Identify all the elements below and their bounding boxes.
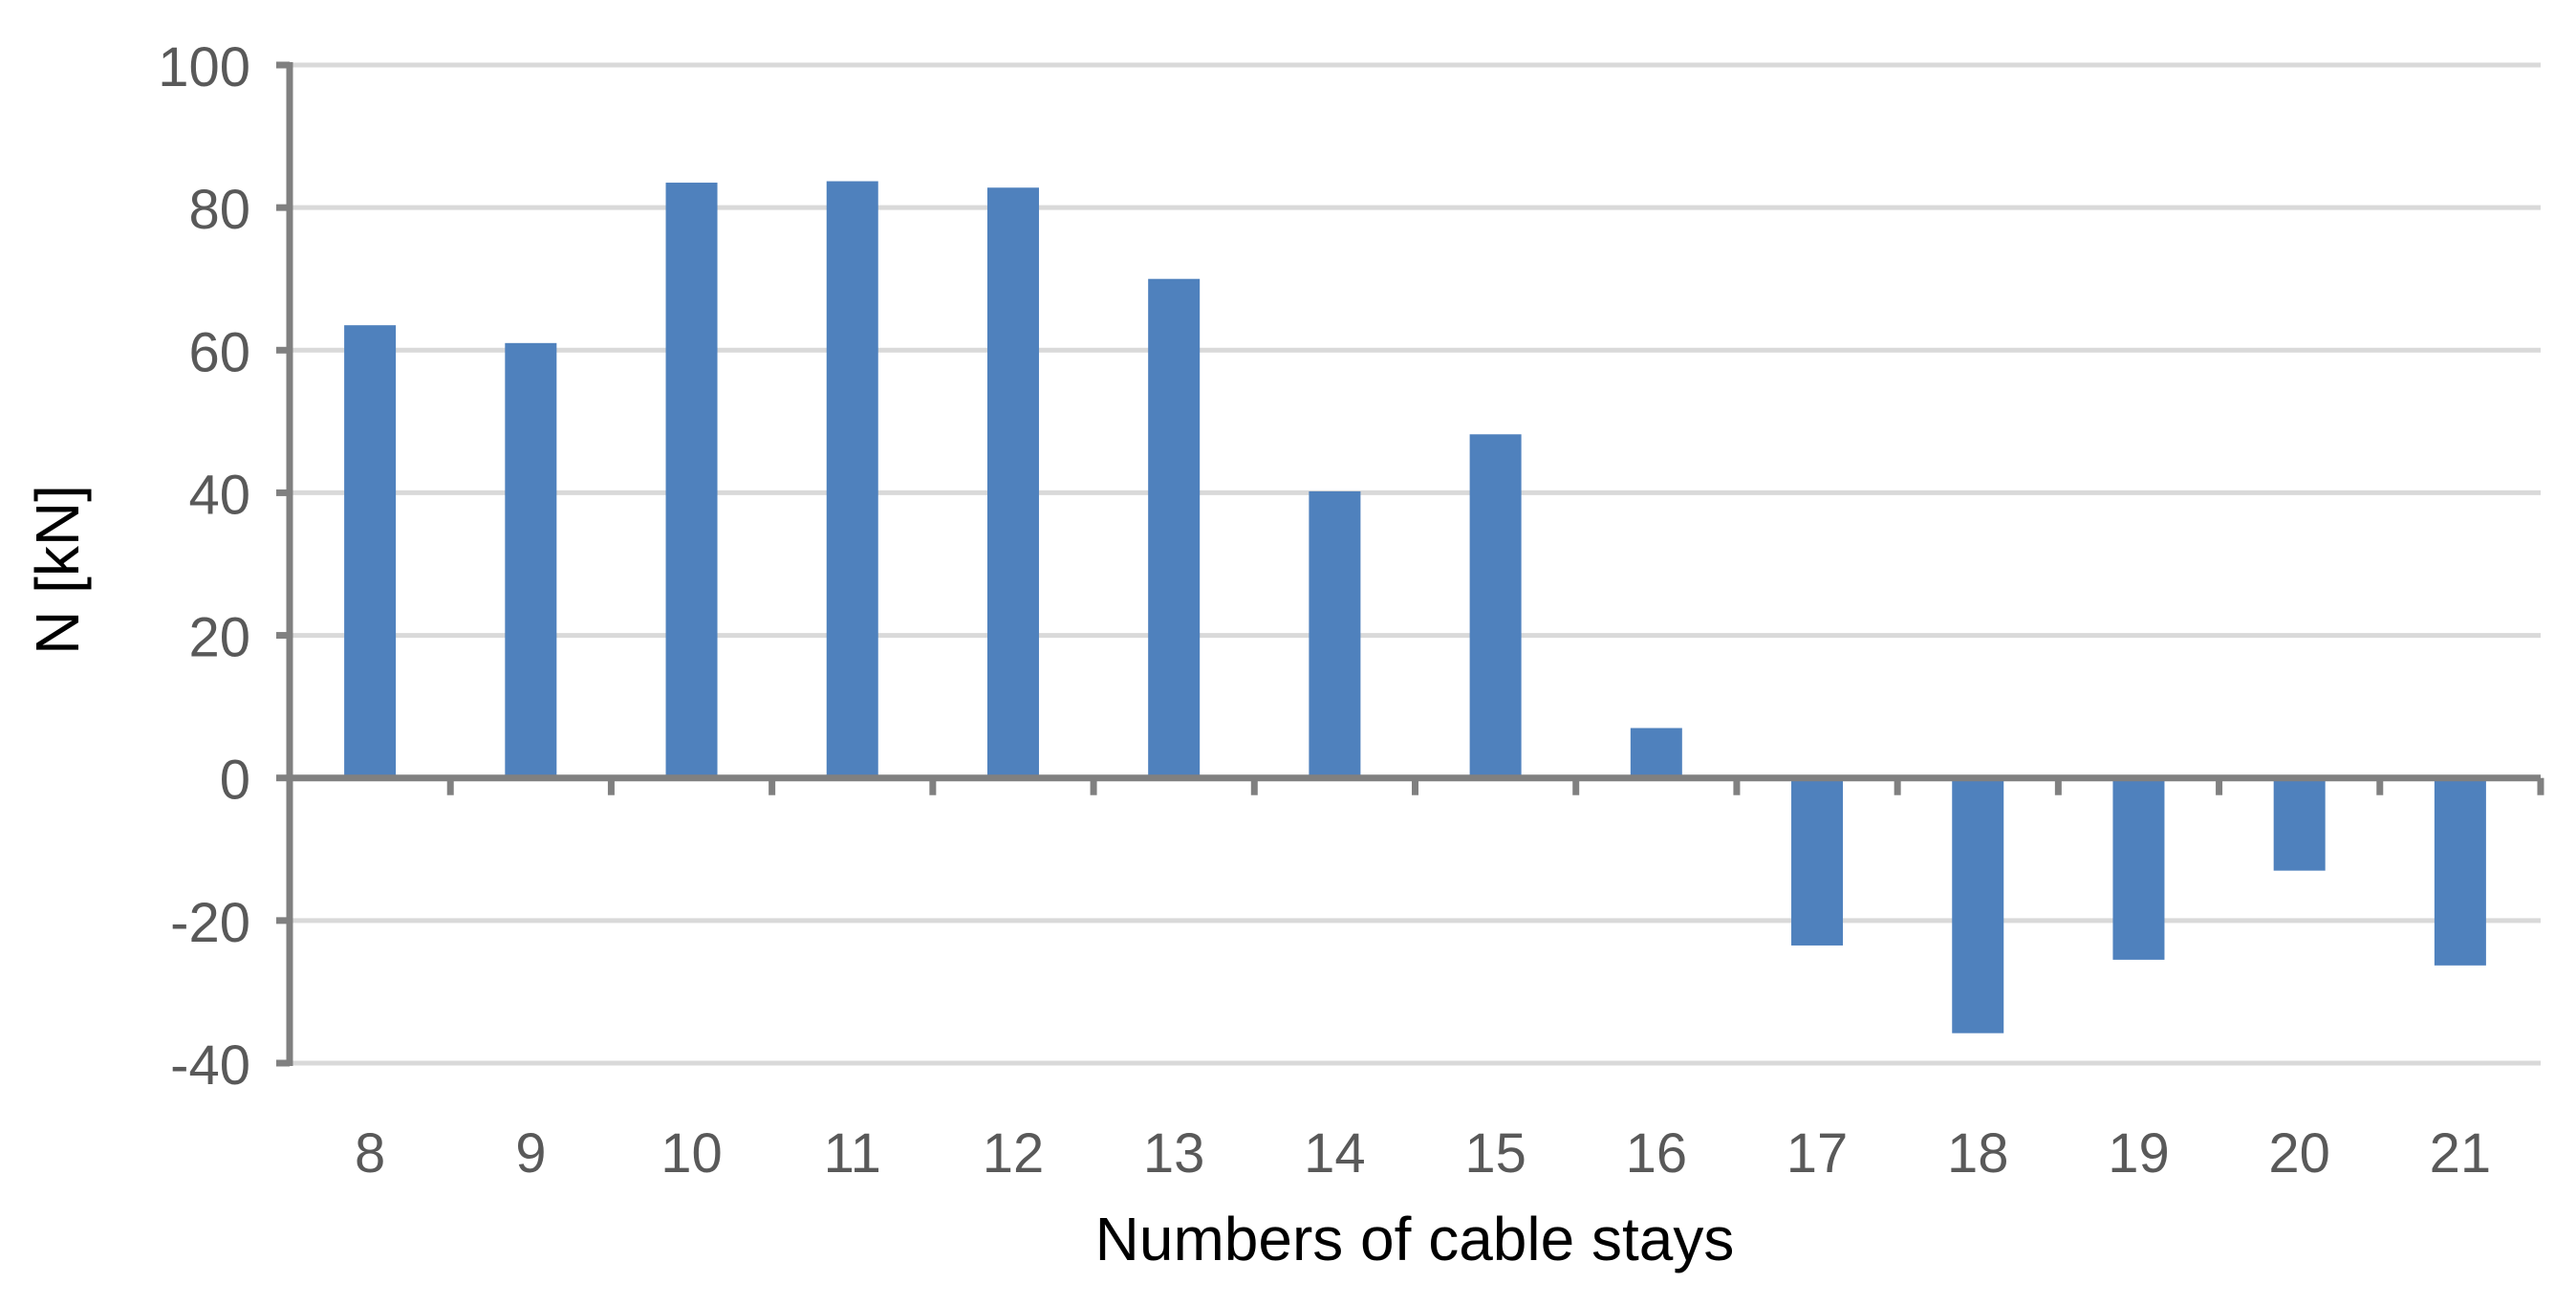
y-tick-label-4: 40 xyxy=(188,464,250,526)
x-tick-label-15: 15 xyxy=(1464,1122,1526,1185)
bar-12 xyxy=(986,187,1039,778)
bar-21 xyxy=(2434,777,2486,966)
bar-9 xyxy=(505,342,557,778)
y-tick-label-3: 20 xyxy=(188,607,250,669)
x-tick-label-9: 9 xyxy=(515,1122,546,1185)
bar-18 xyxy=(1952,777,2004,1033)
bar-10 xyxy=(665,183,718,778)
x-tick-label-20: 20 xyxy=(2268,1122,2330,1185)
x-tick-label-16: 16 xyxy=(1626,1122,1688,1185)
y-tick-label-1: -20 xyxy=(170,892,250,954)
x-tick-label-17: 17 xyxy=(1786,1122,1849,1185)
gridlines xyxy=(290,62,2541,1066)
x-tick-label-11: 11 xyxy=(824,1122,881,1185)
bars xyxy=(344,181,2486,1033)
y-tick-label-0: -40 xyxy=(170,1034,250,1097)
tick-labels: -40 -20 0 20 40 60 80 100 8 9 10 11 12 13 14 15 16 17 18 19… xyxy=(158,36,2491,1185)
bar-14 xyxy=(1309,490,1361,778)
x-axis-title: Numbers of cable stays xyxy=(1095,1205,1735,1273)
y-tick-label-5: 60 xyxy=(188,321,250,383)
y-axis-title: N [kN] xyxy=(23,485,92,655)
x-tick-label-12: 12 xyxy=(983,1122,1045,1185)
x-tick-label-8: 8 xyxy=(355,1122,385,1185)
bar-16 xyxy=(1630,728,1682,778)
x-tick-label-14: 14 xyxy=(1304,1122,1366,1185)
x-tick-label-10: 10 xyxy=(660,1122,723,1185)
x-tick-label-21: 21 xyxy=(2430,1122,2492,1185)
bar-11 xyxy=(826,181,878,778)
x-tick-label-18: 18 xyxy=(1947,1122,2009,1185)
y-tick-label-7: 100 xyxy=(158,36,250,98)
bar-13 xyxy=(1148,278,1201,778)
bar-8 xyxy=(344,325,397,778)
bar-15 xyxy=(1469,434,1522,778)
bar-20 xyxy=(2273,777,2326,871)
x-tick-label-19: 19 xyxy=(2108,1122,2170,1185)
y-tick-label-6: 80 xyxy=(188,179,250,241)
bar-17 xyxy=(1791,777,1844,946)
bar-19 xyxy=(2112,777,2165,960)
y-tick-label-2: 0 xyxy=(220,750,250,812)
axes xyxy=(276,61,2544,1067)
x-tick-label-13: 13 xyxy=(1143,1122,1205,1185)
